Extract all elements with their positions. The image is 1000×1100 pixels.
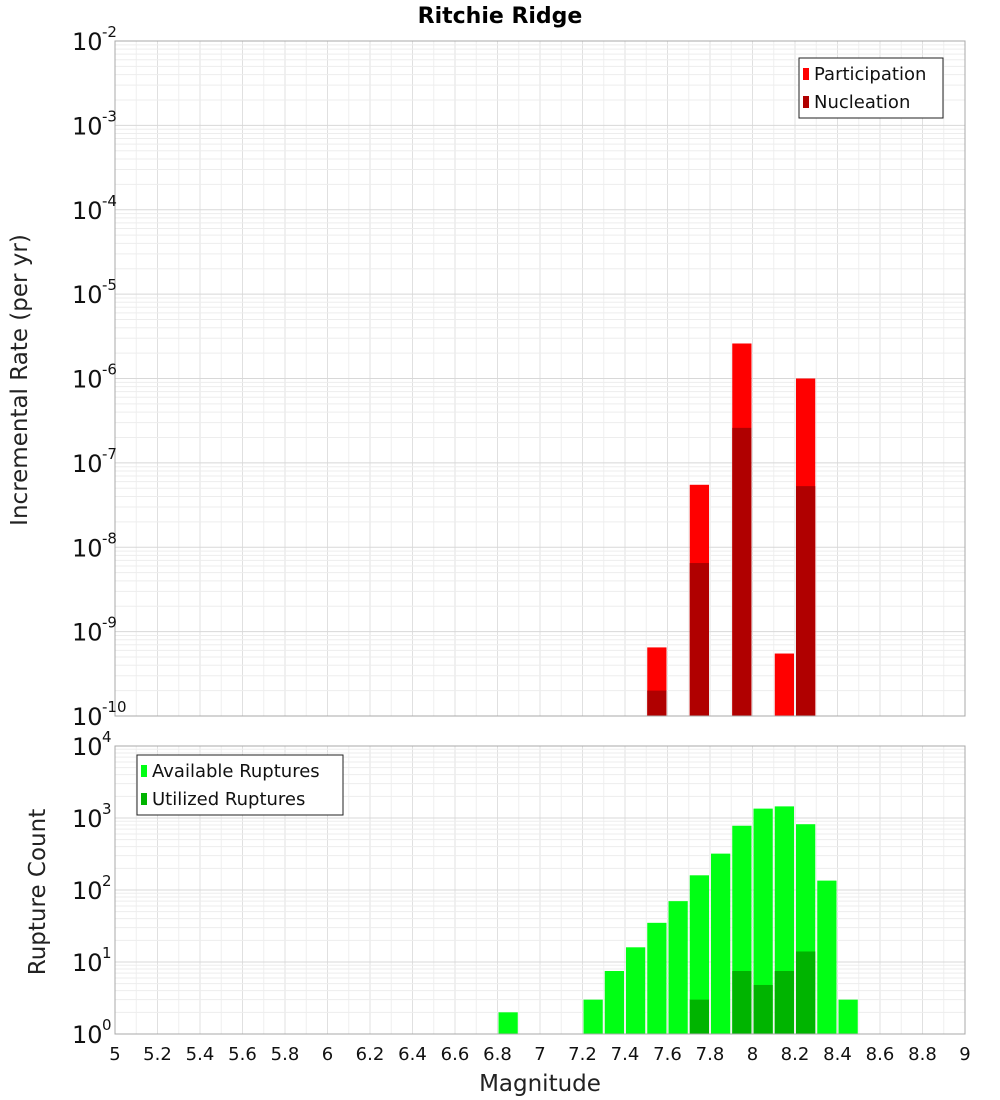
top-y-tick-exponent: -5	[102, 276, 117, 294]
x-tick-label: 5.2	[143, 1044, 172, 1065]
top-y-tick-exponent: -10	[102, 698, 127, 716]
top-y-tick-label: 10	[72, 281, 103, 309]
x-tick-label: 8	[747, 1044, 758, 1065]
bottom-y-tick-label: 10	[72, 805, 103, 833]
bottom-bar-available-ruptures	[838, 999, 858, 1034]
bottom-y-tick-exponent: 2	[102, 872, 112, 890]
top-legend-label: Participation	[814, 64, 926, 85]
x-tick-label: 6.8	[483, 1044, 512, 1065]
top-y-tick-label: 10	[72, 619, 103, 647]
top-y-tick-label: 10	[72, 28, 103, 56]
top-y-tick-label: 10	[72, 703, 103, 731]
x-tick-label: 8.4	[823, 1044, 852, 1065]
top-legend: Participation Nucleation	[798, 57, 944, 119]
top-y-tick-exponent: -4	[102, 192, 117, 210]
x-axis-label: Magnitude	[479, 1071, 601, 1097]
bottom-bar-utilized-ruptures	[796, 951, 816, 1034]
chart-title: Ritchie Ridge	[418, 4, 583, 29]
bottom-y-tick-exponent: 1	[102, 944, 112, 962]
bottom-plot-border	[114, 745, 966, 1035]
top-y-tick-exponent: -7	[102, 445, 117, 463]
top-y-tick-exponent: -3	[102, 107, 117, 125]
top-y-tick-exponent: -6	[102, 361, 117, 379]
x-tick-label: 5.8	[271, 1044, 300, 1065]
top-y-tick-label: 10	[72, 534, 103, 562]
top-y-tick-exponent: -9	[102, 614, 117, 632]
x-tick-label: 8.6	[866, 1044, 895, 1065]
bottom-bar-utilized-ruptures	[732, 970, 752, 1034]
x-tick-label: 6	[322, 1044, 333, 1065]
bottom-bar-available-ruptures	[711, 853, 731, 1034]
top-y-tick-exponent: -8	[102, 529, 117, 547]
top-plot-border	[114, 40, 966, 717]
x-tick-label: 7.2	[568, 1044, 597, 1065]
bottom-bar-available-ruptures	[498, 1012, 518, 1034]
bottom-legend-box	[136, 754, 344, 816]
x-tick-label: 6.6	[441, 1044, 470, 1065]
x-tick-label: 5	[109, 1044, 120, 1065]
top-bar-participation	[774, 653, 794, 716]
bottom-bar-available-ruptures	[689, 875, 709, 1034]
bottom-bar-available-ruptures	[668, 901, 688, 1034]
top-bar-nucleation	[647, 690, 667, 716]
top-y-tick-exponent: -2	[102, 23, 117, 41]
top-y-tick-label: 10	[72, 197, 103, 225]
bottom-bar-available-ruptures	[583, 999, 603, 1034]
top-bar-nucleation	[732, 427, 752, 716]
bottom-legend-label: Available Ruptures	[152, 761, 320, 782]
top-y-tick-label: 10	[72, 366, 103, 394]
top-bar-nucleation	[796, 486, 816, 716]
bottom-y-axis-label: Rupture Count	[25, 809, 51, 975]
x-tick-label: 7.8	[696, 1044, 725, 1065]
bottom-y-tick-exponent: 3	[102, 800, 112, 818]
bottom-bar-utilized-ruptures	[689, 999, 709, 1034]
x-tick-label: 6.4	[398, 1044, 427, 1065]
x-tick-label: 5.6	[228, 1044, 257, 1065]
x-tick-label: 9	[959, 1044, 970, 1065]
top-y-tick-label: 10	[72, 450, 103, 478]
top-legend-box	[798, 57, 944, 119]
bottom-bar-available-ruptures	[647, 922, 667, 1034]
bottom-y-tick-label: 10	[72, 949, 103, 977]
x-tick-label: 7.4	[611, 1044, 640, 1065]
bottom-y-tick-label: 10	[72, 877, 103, 905]
bottom-y-tick-exponent: 4	[102, 728, 112, 746]
x-tick-label: 8.8	[908, 1044, 937, 1065]
top-legend-label: Nucleation	[814, 92, 910, 113]
top-legend-swatch	[803, 96, 809, 108]
top-y-axis-label: Incremental Rate (per yr)	[7, 234, 33, 526]
top-y-tick-label: 10	[72, 112, 103, 140]
bottom-bar-available-ruptures	[604, 970, 624, 1034]
top-bar-nucleation	[689, 563, 709, 716]
bottom-y-tick-label: 10	[72, 1021, 103, 1049]
bottom-bar-available-ruptures	[753, 808, 773, 1034]
bottom-legend: Available Ruptures Utilized Ruptures	[136, 754, 344, 816]
x-axis-ticks: 5 5.2 5.4 5.6 5.8 6 6.2 6.4 6.6 6.8 7 7.2 7.4 7.6 7.8 8…	[109, 1044, 970, 1065]
x-tick-label: 7	[534, 1044, 545, 1065]
bottom-y-tick-label: 10	[72, 733, 103, 761]
bottom-legend-swatch	[141, 793, 147, 805]
x-tick-label: 5.4	[186, 1044, 215, 1065]
x-tick-label: 8.2	[781, 1044, 810, 1065]
bottom-bar-utilized-ruptures	[753, 984, 773, 1034]
x-tick-label: 6.2	[356, 1044, 385, 1065]
bottom-legend-label: Utilized Ruptures	[152, 789, 305, 810]
bottom-bar-available-ruptures	[817, 880, 837, 1034]
bottom-bar-available-ruptures	[626, 947, 646, 1034]
bottom-legend-swatch	[141, 765, 147, 777]
top-legend-swatch	[803, 68, 809, 80]
x-tick-label: 7.6	[653, 1044, 682, 1065]
bottom-bar-utilized-ruptures	[774, 970, 794, 1034]
bottom-y-tick-exponent: 0	[102, 1016, 112, 1034]
